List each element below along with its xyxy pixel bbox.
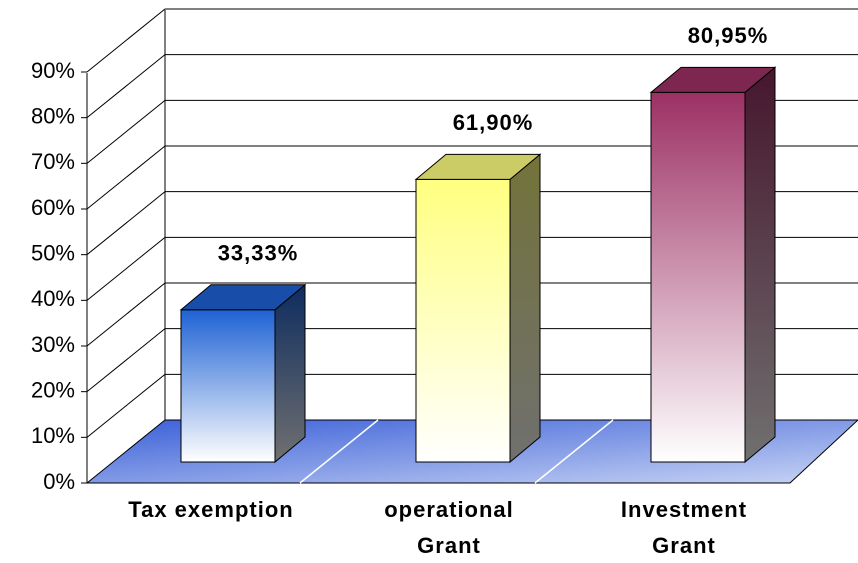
y-tick-label: 20% <box>31 377 75 402</box>
bar-top <box>414 153 542 180</box>
bar-top <box>649 66 777 93</box>
y-tick-label: 30% <box>31 332 75 357</box>
value-label: 33,33% <box>218 241 299 266</box>
bar <box>649 66 777 464</box>
y-tick-label: 40% <box>31 286 75 311</box>
x-tick-label: operational Grant <box>384 497 514 558</box>
bar-side <box>744 66 776 464</box>
grid-line <box>86 8 166 73</box>
floor-divider <box>534 419 614 484</box>
grid-line <box>86 191 166 256</box>
bar-front <box>415 178 511 463</box>
bar-front <box>650 91 746 463</box>
grid-line <box>86 99 166 164</box>
y-tick-label: 90% <box>31 58 75 83</box>
y-tick-label: 60% <box>31 195 75 220</box>
bar-side <box>509 153 541 464</box>
grid-line <box>86 328 166 393</box>
x-tick-label: Investment Grant <box>620 497 748 558</box>
grid-line <box>86 145 166 210</box>
value-label: 61,90% <box>453 110 534 135</box>
y-tick-label: 80% <box>31 103 75 128</box>
y-tick-label: 0% <box>43 469 75 494</box>
bar-top <box>179 284 307 311</box>
y-tick-label: 10% <box>31 423 75 448</box>
grid-line <box>86 54 166 119</box>
floor-divider <box>299 419 379 484</box>
bar-front <box>180 309 276 463</box>
value-label: 80,95% <box>688 23 769 48</box>
y-tick-label: 70% <box>31 149 75 174</box>
x-tick-label: Tax exemption <box>128 497 294 522</box>
grid-line <box>86 373 166 438</box>
bar-side <box>274 283 306 464</box>
y-tick-label: 50% <box>31 240 75 265</box>
grid-line <box>86 236 166 301</box>
bar <box>179 283 307 464</box>
grid-line <box>86 282 166 347</box>
bar <box>414 153 542 464</box>
